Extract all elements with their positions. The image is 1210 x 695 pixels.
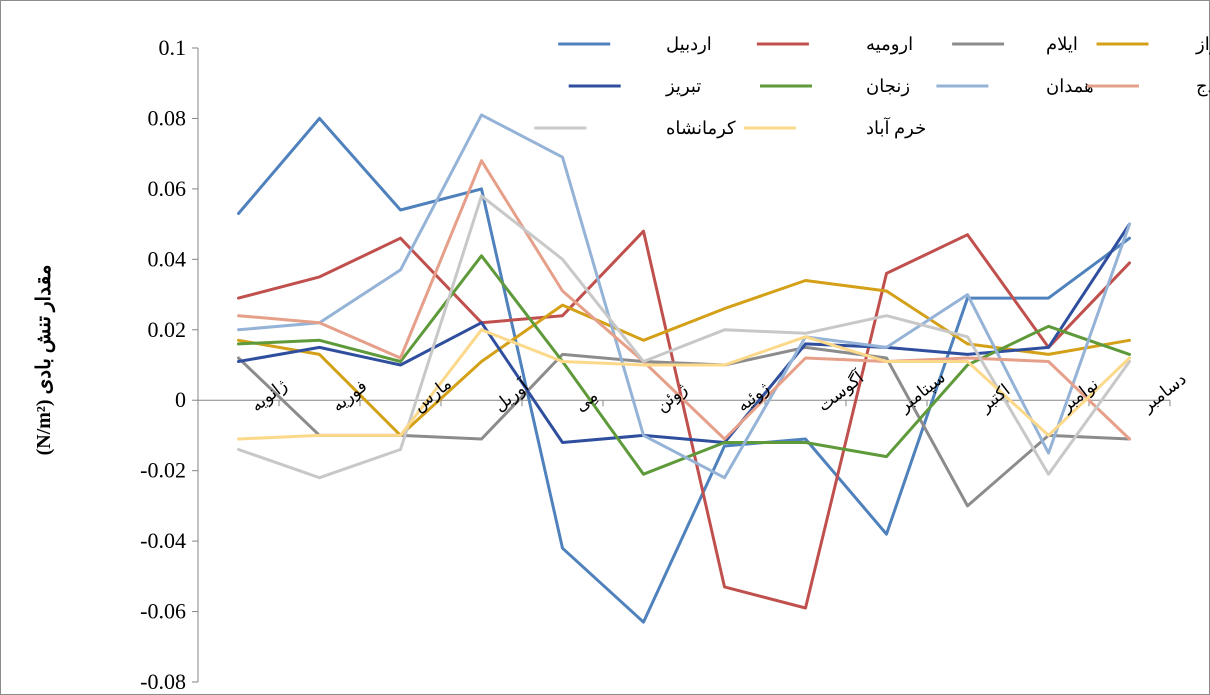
legend-label: تبریز [665,76,701,97]
legend: اردبیل ارومیه ایلام اهواز تبریز زنجان همدان سنن… [534,34,1210,139]
series-lines [237,113,1131,624]
series-line-1 [237,116,1131,624]
x-tick-label: سپتامبر [894,368,949,417]
x-tick-label: آوریل [489,374,534,416]
legend-label: کرمانشاه [666,118,736,139]
y-tick-label: -0.04 [140,528,186,553]
legend-label: خرم آباد [866,117,926,139]
legend-label: اهواز [1195,34,1210,55]
y-tick-label: -0.06 [140,599,186,624]
legend-label: ارومیه [866,34,913,55]
legend-label: سنندج [1196,76,1210,97]
x-tick-label: فوریه [328,376,371,416]
y-tick-label: -0.02 [140,458,186,483]
series-line-7 [237,113,1131,480]
series-line-10 [237,328,1131,441]
x-tick-label: مارس [409,374,455,416]
x-tick-label: اکتبر [975,380,1014,416]
series-line-3 [237,345,1131,508]
x-tick-label: ژانویه [247,376,291,417]
y-tick-label: 0.02 [148,317,187,342]
y-axis-title: مقدار تنش بادی (N/m²) [33,265,56,456]
x-tick-label: دسامبر [1137,369,1190,417]
series-line-9 [237,194,1131,480]
legend-label: زنجان [866,76,910,97]
series-line-5 [237,222,1131,444]
y-tick-label: 0.1 [159,35,187,60]
chart-axes: 0.1 0.08 0.06 0.04 0.02 0 -0.02 -0.04 -0.06 -0.08 [140,35,1171,694]
legend-label: اردبیل [666,34,712,55]
y-tick-label: 0 [175,387,186,412]
y-tick-label: 0.06 [148,176,187,201]
category-labels: ژانویه فوریه مارس آوریل مِی ژوئن ژوئیه آگوست سپت… [247,366,1190,417]
legend-label: ایلام [1046,34,1078,55]
y-tick-label: -0.08 [140,669,186,694]
series-line-2 [237,229,1131,610]
y-tick-label: 0.08 [148,105,187,130]
x-tick-label: آگوست [813,366,869,416]
series-line-4 [237,279,1131,437]
y-tick-label: 0.04 [148,246,187,271]
legend-label: همدان [1046,76,1094,96]
